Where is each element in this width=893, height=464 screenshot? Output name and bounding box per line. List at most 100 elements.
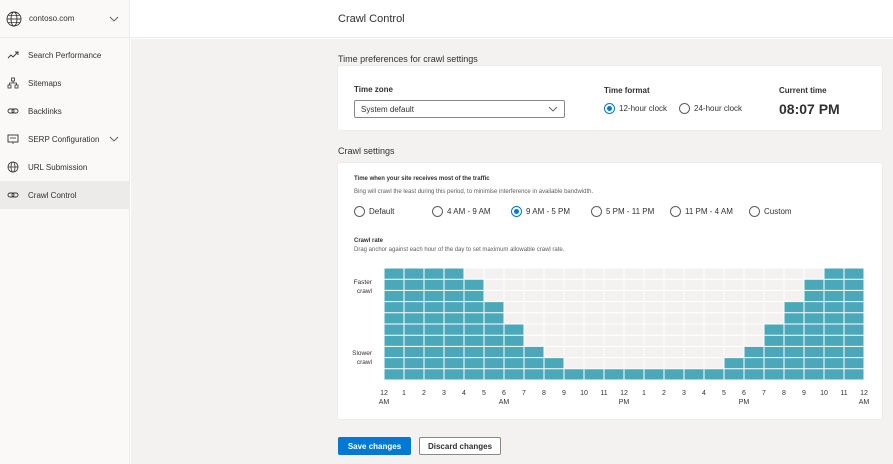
bar-cell (844, 346, 864, 358)
page-title: Crawl Control (338, 12, 405, 25)
bar-hour-22[interactable] (824, 268, 844, 380)
bar-cell (784, 312, 804, 324)
bar-hour-16[interactable] (704, 368, 724, 380)
bar-hour-15[interactable] (684, 368, 704, 380)
bar-hour-6[interactable] (504, 324, 524, 380)
radio-4am-9am[interactable]: 4 AM - 9 AM (432, 206, 491, 217)
bar-cell (484, 335, 504, 347)
bar-cell (504, 335, 524, 347)
bar-hour-18[interactable] (744, 346, 764, 380)
bar-cell (444, 368, 464, 380)
bar-hour-9[interactable] (564, 368, 584, 380)
save-button[interactable]: Save changes (338, 437, 411, 455)
bar-hour-0[interactable] (384, 268, 404, 380)
x-tick-label: 5 (482, 390, 486, 397)
time-prefs-title: Time preferences for crawl settings (338, 54, 478, 64)
bar-cell (744, 346, 764, 358)
bar-hour-14[interactable] (664, 368, 684, 380)
bar-cell (404, 268, 424, 280)
traffic-help: Bing will crawl the least during this pe… (354, 189, 594, 195)
radio-custom[interactable]: Custom (749, 206, 792, 217)
sidebar-item-url-submission[interactable]: URL Submission (0, 153, 129, 181)
crawl-rate-label: Crawl rate (354, 238, 384, 244)
bar-cell (824, 268, 844, 280)
bar-cell (484, 368, 504, 380)
sidebar-item-label: URL Submission (28, 162, 88, 172)
bar-hour-20[interactable] (784, 301, 804, 380)
bar-hour-23[interactable] (844, 268, 864, 380)
bar-hour-5[interactable] (484, 301, 504, 380)
sidebar-item-label: Search Performance (28, 50, 102, 60)
radio-label: 4 AM - 9 AM (447, 207, 491, 216)
sidebar-item-serp-configuration[interactable]: SERP Configuration (0, 125, 129, 153)
bar-hour-10[interactable] (584, 368, 604, 380)
bar-hour-12[interactable] (624, 368, 644, 380)
discard-button[interactable]: Discard changes (419, 437, 501, 455)
bar-cell (764, 324, 784, 336)
bar-hour-8[interactable] (544, 357, 564, 380)
bar-cell (784, 346, 804, 358)
link-icon (7, 189, 19, 201)
x-tick-label: 5 (722, 390, 726, 397)
slower-label-line2: crawl (357, 359, 373, 366)
bar-hour-3[interactable] (444, 268, 464, 380)
bar-cell (824, 279, 844, 291)
bar-hour-19[interactable] (764, 324, 784, 380)
bar-cell (784, 324, 804, 336)
bar-cell (844, 301, 864, 313)
bar-cell (744, 357, 764, 369)
timezone-dropdown[interactable]: System default (354, 100, 565, 118)
bar-cell (464, 290, 484, 302)
radio-11pm-4am[interactable]: 11 PM - 4 AM (670, 206, 733, 217)
sidebar-item-search-performance[interactable]: Search Performance (0, 41, 129, 69)
x-tick-label: 1 (642, 390, 646, 397)
radio-12-hour[interactable]: 12-hour clock (604, 103, 667, 114)
serp-icon (7, 133, 19, 145)
bar-cell (844, 268, 864, 280)
faster-label-line1: Faster (354, 279, 373, 286)
radio-5pm-11pm[interactable]: 5 PM - 11 PM (591, 206, 654, 217)
radio-24-hour[interactable]: 24-hour clock (679, 103, 742, 114)
bar-cell (384, 290, 404, 302)
sidebar: contoso.com Search Performance Sitemaps … (0, 0, 130, 464)
bar-cell (844, 335, 864, 347)
bar-cell (464, 279, 484, 291)
bar-cell (384, 357, 404, 369)
slower-label-line1: Slower (352, 350, 373, 357)
bar-hour-2[interactable] (424, 268, 444, 380)
bar-hour-21[interactable] (804, 279, 824, 380)
bar-cell (524, 357, 544, 369)
bar-cell (484, 312, 504, 324)
bar-cell (504, 346, 524, 358)
x-tick-label: 10 (580, 390, 588, 397)
bar-cell (404, 290, 424, 302)
bar-cell (384, 368, 404, 380)
chevron-down-icon (109, 16, 119, 22)
bar-cell (784, 368, 804, 380)
radio-9am-5pm[interactable]: 9 AM - 5 PM (511, 206, 570, 217)
bar-cell (484, 346, 504, 358)
bar-hour-11[interactable] (604, 368, 624, 380)
sidebar-item-crawl-control[interactable]: Crawl Control (0, 181, 129, 209)
bar-hour-13[interactable] (644, 368, 664, 380)
bar-hour-1[interactable] (404, 268, 424, 380)
bar-cell (824, 368, 844, 380)
main-content: Time preferences for crawl settings Time… (131, 39, 893, 464)
x-tick-sublabel: AM (499, 399, 510, 406)
current-time-label: Current time (779, 86, 827, 95)
bar-cell (804, 301, 824, 313)
bar-hour-7[interactable] (524, 346, 544, 380)
site-picker[interactable]: contoso.com (0, 0, 129, 38)
radio-default[interactable]: Default (354, 206, 394, 217)
bar-cell (624, 368, 644, 380)
sidebar-item-backlinks[interactable]: Backlinks (0, 97, 129, 125)
bar-hour-17[interactable] (724, 357, 744, 380)
bar-cell (464, 357, 484, 369)
bar-cell (604, 368, 624, 380)
bar-cell (664, 368, 684, 380)
bar-cell (464, 324, 484, 336)
bar-hour-4[interactable] (464, 279, 484, 380)
crawl-settings-card: Time when your site receives most of the… (338, 163, 882, 419)
sidebar-item-sitemaps[interactable]: Sitemaps (0, 69, 129, 97)
faster-label-line2: crawl (357, 288, 373, 295)
